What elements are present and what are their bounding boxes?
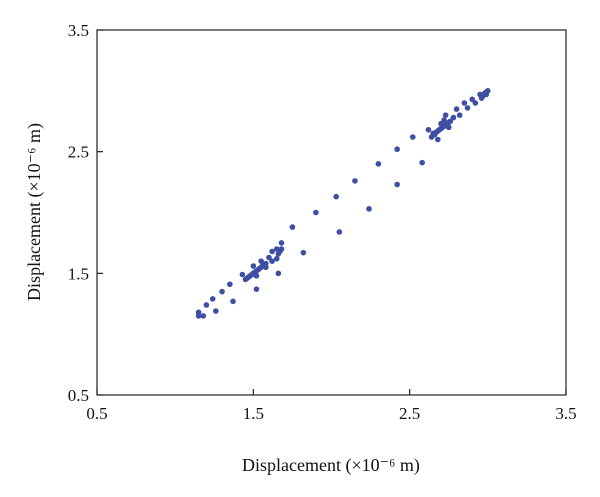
data-point	[313, 209, 319, 216]
data-point	[352, 178, 358, 184]
data-point	[469, 96, 476, 103]
x-tick-label: 0.5	[86, 404, 107, 423]
y-tick-label: 3.5	[68, 21, 89, 40]
data-point	[453, 106, 460, 112]
data-point	[447, 118, 454, 125]
data-point	[250, 263, 257, 269]
data-point	[442, 112, 449, 118]
data-point	[366, 206, 372, 212]
data-point	[472, 100, 479, 106]
axis-ticks: 0.5 1.5 2.5 3.5 0.5 1.5 2.5 3.5	[68, 21, 577, 423]
data-point	[425, 126, 432, 133]
data-point	[483, 91, 490, 98]
data-point	[200, 313, 207, 319]
x-tick-label: 1.5	[243, 404, 264, 423]
data-point	[409, 134, 416, 140]
y-axis-label: Displacement (×10⁻⁶ m)	[24, 123, 45, 301]
data-point	[253, 272, 260, 279]
data-point	[300, 249, 307, 256]
data-point	[336, 229, 343, 235]
data-point	[273, 255, 280, 262]
y-tick-label: 0.5	[68, 386, 89, 405]
data-point	[258, 258, 264, 264]
data-point	[278, 246, 285, 252]
data-point	[375, 161, 382, 167]
x-axis-label: Displacement (×10⁻⁶ m)	[242, 455, 420, 476]
data-point	[269, 248, 275, 255]
data-point	[445, 124, 452, 131]
data-point	[227, 281, 233, 288]
data-point	[333, 193, 339, 200]
data-point	[203, 302, 210, 308]
data-point	[209, 296, 216, 302]
data-point	[435, 136, 441, 143]
data-point	[419, 159, 425, 166]
data-point	[195, 309, 202, 316]
data-point	[464, 105, 471, 111]
y-tick-label: 1.5	[68, 264, 89, 283]
data-point	[239, 271, 246, 278]
data-point	[230, 298, 236, 305]
data-point	[450, 114, 457, 121]
data-point	[263, 264, 269, 271]
plot-frame	[96, 29, 567, 396]
data-point	[461, 100, 468, 106]
data-point	[275, 270, 282, 277]
x-tick-label: 2.5	[399, 404, 420, 423]
data-point	[438, 120, 444, 127]
data-point	[456, 112, 463, 118]
data-point	[394, 146, 400, 153]
data-point	[394, 181, 400, 188]
data-point	[269, 258, 275, 264]
data-point	[289, 224, 296, 230]
y-tick-label: 2.5	[68, 143, 89, 162]
data-points	[195, 88, 491, 319]
data-point	[441, 117, 447, 123]
data-point	[219, 288, 225, 295]
x-tick-label: 3.5	[555, 404, 576, 423]
data-point	[213, 308, 219, 314]
data-point	[266, 254, 272, 261]
data-point	[253, 286, 260, 292]
data-point	[278, 240, 285, 246]
